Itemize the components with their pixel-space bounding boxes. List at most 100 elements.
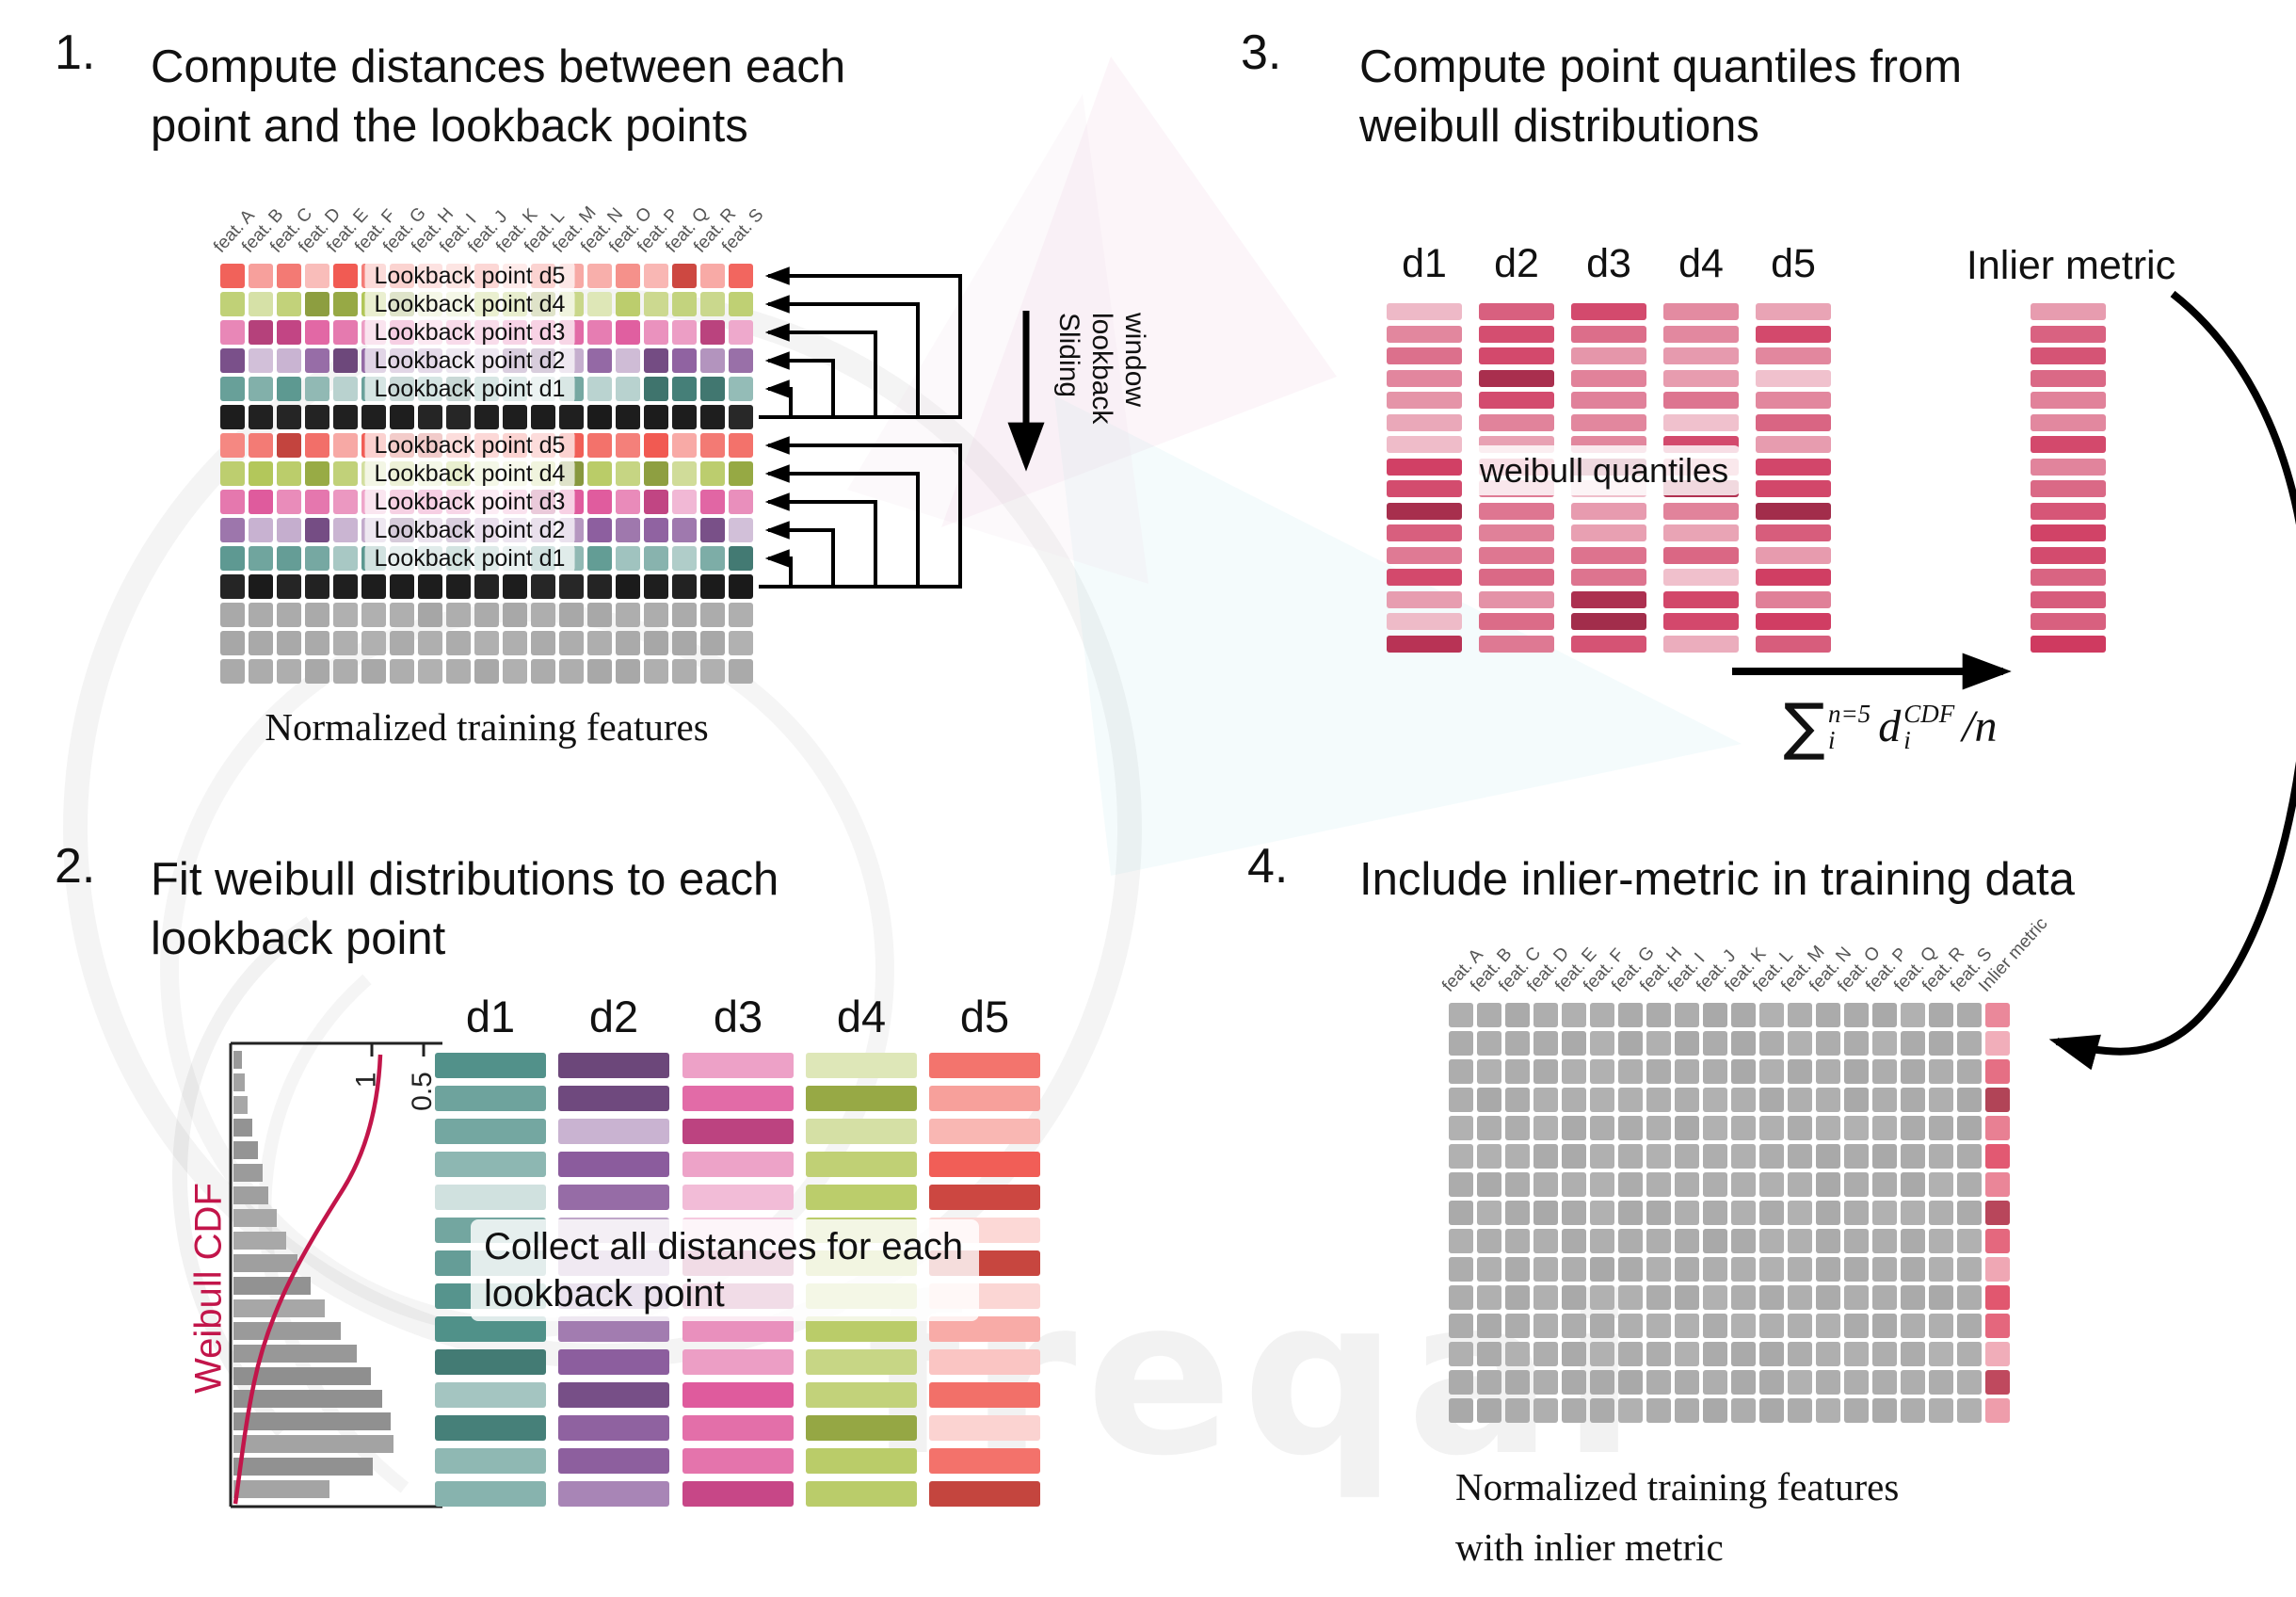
- feature-cell: [1872, 1144, 1897, 1169]
- feature-cell: [333, 461, 358, 486]
- feature-cell: [1477, 1229, 1501, 1253]
- histogram-bar: [233, 1096, 248, 1114]
- feature-cell: [1844, 1314, 1869, 1338]
- quantile-bar: [1756, 347, 1831, 364]
- feature-cell: [616, 518, 640, 542]
- feature-cell: [1929, 1398, 1953, 1423]
- feature-cell: [729, 659, 753, 684]
- inlier-metric-bar: [2031, 546, 2106, 564]
- quantile-bar: [1479, 347, 1554, 364]
- feature-cell: [333, 264, 358, 288]
- feature-cell: [672, 631, 697, 655]
- feature-cell: [672, 377, 697, 401]
- histogram-bar: [233, 1458, 373, 1476]
- lookback-arrows-block2: [759, 436, 962, 589]
- feature-cell: [1759, 1116, 1784, 1140]
- feature-cell: [1562, 1201, 1586, 1225]
- feature-cell: [305, 377, 329, 401]
- feature-cell: [1929, 1201, 1953, 1225]
- quantile-bar: [1479, 524, 1554, 541]
- feature-cell: [1788, 1257, 1812, 1282]
- feature-cell: [503, 405, 527, 429]
- quantile-bar: [1571, 303, 1646, 320]
- quantile-bar: [1663, 590, 1739, 608]
- feature-cell: [1562, 1285, 1586, 1310]
- feature-cell: [1929, 1342, 1953, 1366]
- feature-cell: [1759, 1059, 1784, 1084]
- feature-cell: [1929, 1031, 1953, 1056]
- feature-cell: [1590, 1229, 1614, 1253]
- distance-bar: [682, 1185, 794, 1210]
- inlier-metric-bar: [2031, 590, 2106, 608]
- weibull-histogram: [233, 1051, 393, 1498]
- quantile-bar: [1756, 325, 1831, 343]
- sum-upper-limit: n=5: [1827, 699, 1871, 728]
- distance-bar: [558, 1185, 669, 1210]
- feature-cell: [1731, 1314, 1756, 1338]
- feature-cell: [1929, 1144, 1953, 1169]
- feature-cell: [1816, 1229, 1840, 1253]
- feature-cell: [1901, 1201, 1925, 1225]
- feature-cell: [559, 659, 584, 684]
- feature-cell: [249, 292, 273, 316]
- feature-cell: [305, 546, 329, 571]
- quantile-column-header: d3: [1586, 241, 1631, 286]
- quantile-bar: [1479, 325, 1554, 343]
- distance-bar: [682, 1086, 794, 1111]
- sliding-window-line: window: [1119, 313, 1150, 408]
- feature-cell: [644, 377, 668, 401]
- feature-cell: [1816, 1088, 1840, 1112]
- feature-cell: [390, 659, 414, 684]
- feature-cell: [220, 574, 245, 599]
- feature-cell: [1449, 1229, 1473, 1253]
- feature-cell: [1703, 1314, 1727, 1338]
- feature-cell: [1477, 1059, 1501, 1084]
- feature-cell: [1929, 1088, 1953, 1112]
- feature-cell: [1731, 1172, 1756, 1197]
- feature-cell: [1731, 1201, 1756, 1225]
- quantile-bar: [1479, 569, 1554, 586]
- feature-cell: [1985, 1342, 2010, 1366]
- feature-cell: [1449, 1172, 1473, 1197]
- feature-cell: [1533, 1398, 1558, 1423]
- feature-cell: [1449, 1059, 1473, 1084]
- feature-cell: [1731, 1116, 1756, 1140]
- feature-cell: [1618, 1059, 1643, 1084]
- distance-bar: [435, 1349, 546, 1375]
- quantile-bar: [1756, 303, 1831, 320]
- feature-cell: [305, 433, 329, 458]
- feature-cell: [249, 433, 273, 458]
- feature-cell: [1646, 1285, 1671, 1310]
- feature-cell: [1533, 1285, 1558, 1310]
- quantile-bar: [1387, 413, 1462, 431]
- feature-cell: [277, 433, 301, 458]
- feature-cell: [1844, 1342, 1869, 1366]
- feature-cell: [1703, 1201, 1727, 1225]
- feature-cell: [1985, 1172, 2010, 1197]
- feature-cell: [1562, 1003, 1586, 1027]
- feature-cell: [1590, 1285, 1614, 1310]
- feature-cell: [1759, 1342, 1784, 1366]
- feature-cell: [277, 264, 301, 288]
- feature-cell: [1731, 1031, 1756, 1056]
- feature-cell: [1562, 1257, 1586, 1282]
- feature-cell: [587, 574, 612, 599]
- quantile-bar: [1479, 392, 1554, 409]
- distance-bar: [682, 1349, 794, 1375]
- feature-cell: [1929, 1229, 1953, 1253]
- feature-cell: [249, 348, 273, 373]
- feature-cell: [1618, 1172, 1643, 1197]
- feature-cell: [1731, 1088, 1756, 1112]
- feature-cell: [1901, 1031, 1925, 1056]
- feature-cell: [220, 377, 245, 401]
- feature-cell: [1816, 1398, 1840, 1423]
- feature-cell: [1929, 1172, 1953, 1197]
- feature-cell: [1759, 1229, 1784, 1253]
- feature-cell: [418, 574, 442, 599]
- feature-cell: [1590, 1003, 1614, 1027]
- feature-cell: [249, 574, 273, 599]
- feature-cell: [644, 490, 668, 514]
- feature-cell: [644, 631, 668, 655]
- feature-cell: [1675, 1088, 1699, 1112]
- step3-title: Compute point quantiles from weibull dis…: [1359, 41, 1963, 152]
